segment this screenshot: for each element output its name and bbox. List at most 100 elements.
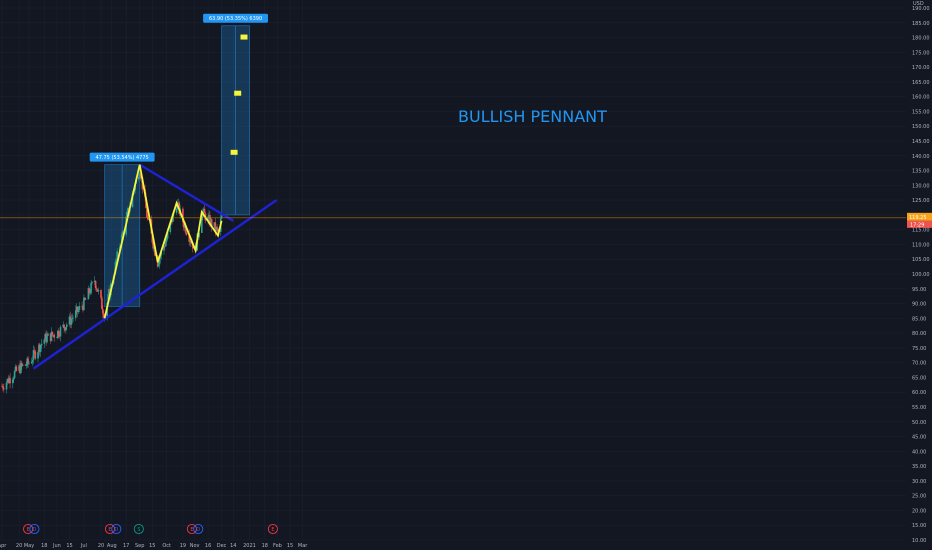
candle-body	[185, 232, 188, 235]
candle-body	[207, 216, 209, 221]
price-tick-label: 80.00	[912, 331, 926, 337]
candle-body	[37, 352, 39, 359]
candle-body	[101, 297, 103, 309]
price-tick-label: 150.00	[912, 124, 930, 130]
candle-body	[43, 339, 46, 344]
measure-box-label-bg	[203, 13, 268, 23]
candle-body	[59, 326, 62, 337]
candle-body	[9, 378, 11, 384]
time-axis[interactable]: Apr20May18Jun15Jul20Aug17Sep15Oct19Nov16…	[0, 543, 308, 549]
current-price-value: 119.25	[909, 215, 927, 221]
candle-body	[151, 233, 154, 243]
candle-body	[64, 328, 66, 331]
price-tick-label: 145.00	[912, 139, 930, 145]
event-marker-label: E	[190, 527, 193, 533]
candle-body	[33, 350, 36, 352]
candle-body	[213, 222, 216, 227]
candle-body	[58, 336, 61, 337]
measure-box-label: 63.90 (53.35%) 6390	[209, 16, 262, 22]
event-marker	[104, 523, 116, 535]
time-tick-label: Feb	[273, 543, 282, 549]
flag-icon	[234, 90, 242, 96]
candle-body	[19, 365, 21, 374]
candle-body	[45, 333, 47, 343]
candle-body	[72, 317, 74, 319]
price-tick-label: 85.00	[912, 316, 926, 322]
candle-body	[39, 345, 42, 352]
price-tick-label: 35.00	[912, 464, 926, 470]
candle-body	[102, 313, 105, 318]
price-tick-label: 160.00	[912, 95, 930, 101]
candle-body	[171, 219, 173, 222]
event-marker-label: E	[27, 527, 30, 533]
candle-body	[208, 214, 210, 217]
time-tick-label: Aug	[107, 543, 117, 549]
candle-body	[183, 224, 186, 228]
candle-body	[108, 289, 110, 295]
price-tick-label: 10.00	[912, 538, 926, 544]
currency-label: USD	[913, 1, 924, 7]
price-tick-label: 70.00	[912, 361, 926, 367]
candle-body	[209, 214, 211, 226]
time-tick-label: Jun	[52, 543, 61, 549]
candle-body	[63, 324, 65, 329]
price-tick-label: 50.00	[912, 420, 926, 426]
price-tick-label: 110.00	[912, 242, 930, 248]
candle-body	[87, 288, 90, 300]
candle-body	[6, 378, 9, 383]
support-trendline	[32, 199, 278, 370]
candle-body	[14, 366, 17, 372]
candle-body	[203, 208, 206, 214]
price-tick-label: 60.00	[912, 390, 926, 396]
candle-body	[177, 202, 180, 204]
candle-body	[82, 306, 84, 310]
event-marker-label: E	[108, 527, 111, 533]
candle-body	[52, 334, 55, 336]
candle-body	[12, 377, 15, 380]
candle-body	[13, 371, 16, 378]
candle-body	[53, 334, 55, 338]
event-marker	[23, 523, 34, 535]
price-tick-label: 135.00	[912, 169, 930, 175]
candle-body	[217, 228, 219, 232]
candle-body	[158, 258, 161, 265]
price-tick-label: 125.00	[912, 198, 930, 204]
price-tick-label: 180.00	[912, 36, 930, 42]
flag-icon	[240, 34, 248, 40]
candle-body	[31, 359, 34, 362]
time-tick-label: 20	[16, 543, 22, 549]
time-tick-label: May	[24, 543, 34, 549]
candle-body	[159, 255, 162, 259]
time-tick-label: Mar	[298, 543, 308, 549]
candle-body	[25, 365, 28, 366]
candle-body	[94, 280, 97, 289]
countdown-label-bg	[907, 220, 932, 228]
candle-body	[76, 306, 79, 313]
candle-body	[24, 364, 27, 366]
price-tick-label: 170.00	[912, 65, 930, 71]
candle-body	[184, 224, 187, 233]
candle-body	[83, 297, 85, 310]
event-marker	[193, 523, 204, 535]
candle-body	[202, 208, 205, 213]
price-axis[interactable]: USD 190.00 185.00 180.00 175.00 170.00 165.00…	[912, 1, 930, 544]
candle-body	[50, 331, 53, 342]
candle-body	[220, 215, 223, 219]
price-tick-label: 165.00	[912, 80, 930, 86]
candle-body	[34, 351, 37, 359]
time-tick-label: 16	[205, 543, 211, 549]
candle-body	[164, 246, 166, 247]
candle-body	[115, 260, 118, 262]
candle-body	[165, 241, 167, 247]
candle-body	[5, 382, 8, 390]
candle-body	[28, 363, 30, 364]
candle-body	[18, 365, 20, 371]
price-tick-label: 15.00	[912, 523, 926, 529]
pennant-zigzag	[103, 164, 223, 319]
candle-body	[95, 288, 98, 290]
candle-body	[153, 246, 155, 249]
candle-body	[68, 316, 71, 325]
candle-body	[90, 282, 92, 293]
flag-icon	[230, 149, 238, 155]
